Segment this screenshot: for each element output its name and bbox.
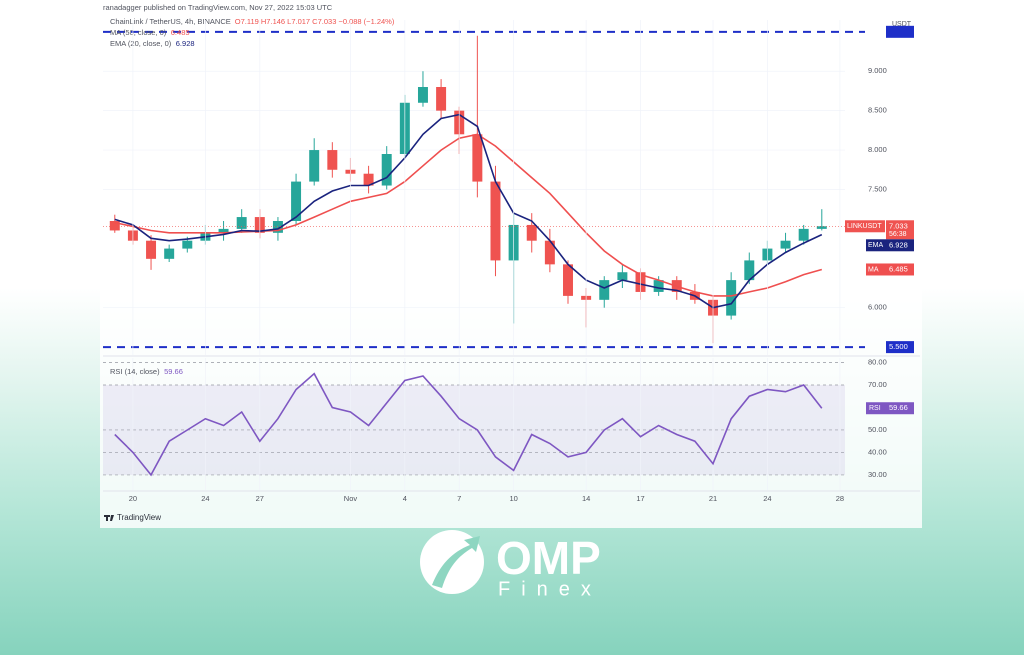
y-tick-label: 40.00 bbox=[868, 447, 887, 456]
level-box bbox=[886, 341, 914, 354]
legend-name: MA (50, close, 0) bbox=[110, 28, 167, 37]
candle-body bbox=[436, 87, 447, 111]
series-line bbox=[114, 113, 823, 309]
candle-body bbox=[236, 217, 247, 229]
brand-name: OMP bbox=[496, 532, 601, 584]
unit-label: USDT bbox=[892, 21, 912, 28]
series-tag-box bbox=[866, 239, 886, 252]
y-tick-label: 7.500 bbox=[868, 184, 887, 193]
y-tick-label: 9.000 bbox=[868, 66, 887, 75]
y-tick-label: 70.00 bbox=[868, 380, 887, 389]
series-tag: MA bbox=[868, 266, 879, 273]
candle-body bbox=[653, 280, 664, 292]
x-tick-label: 27 bbox=[256, 494, 264, 503]
rsi-tag: RSI bbox=[869, 405, 881, 412]
candle-body bbox=[617, 272, 628, 281]
legend-title: RSI (14, close) bbox=[110, 367, 160, 376]
candle-body bbox=[272, 221, 283, 233]
level-label: 5.500 bbox=[889, 342, 908, 351]
tradingview-logo: TradingView bbox=[104, 513, 161, 522]
legend-title: ChainLink / TetherUS, 4h, BINANCE bbox=[110, 17, 231, 26]
y-tick-label: 8.500 bbox=[868, 106, 887, 115]
series-value-box bbox=[886, 263, 914, 276]
legend-value: 59.66 bbox=[164, 367, 183, 376]
price-label: 7.033 bbox=[889, 221, 908, 230]
x-tick-label: 20 bbox=[129, 494, 137, 503]
candle-body bbox=[544, 240, 555, 265]
x-tick-label: 17 bbox=[636, 494, 644, 503]
brand-sub: Finex bbox=[498, 578, 602, 600]
candle-body bbox=[417, 87, 428, 103]
candle-body bbox=[472, 134, 483, 182]
candle-body bbox=[744, 260, 755, 281]
x-tick-label: 4 bbox=[403, 494, 407, 503]
published-note: ranadagger published on TradingView.com,… bbox=[103, 3, 333, 12]
x-tick-label: 24 bbox=[201, 494, 209, 503]
x-tick-label: 10 bbox=[509, 494, 517, 503]
symbol-tag: LINKUSDT bbox=[847, 223, 882, 230]
series-tag-box bbox=[866, 263, 886, 276]
candle-body bbox=[526, 224, 537, 241]
series-value: 6.485 bbox=[889, 264, 908, 273]
rsi-value: 59.66 bbox=[889, 403, 908, 412]
y-tick-label: 6.000 bbox=[868, 303, 887, 312]
candle-body bbox=[164, 248, 175, 259]
candle-body bbox=[816, 226, 827, 229]
series-value: 6.928 bbox=[889, 240, 908, 249]
candle-body bbox=[726, 280, 737, 316]
candle-body bbox=[798, 228, 809, 241]
omp-logo: OMP Finex bbox=[420, 530, 602, 600]
candle-body bbox=[563, 264, 573, 296]
x-tick-label: 7 bbox=[457, 494, 461, 503]
countdown: 56:38 bbox=[889, 231, 907, 238]
level-box bbox=[886, 25, 914, 38]
candle-body bbox=[599, 280, 610, 300]
y-tick-label: 8.000 bbox=[868, 145, 887, 154]
candle-body bbox=[309, 150, 320, 182]
x-tick-label: Nov bbox=[344, 494, 358, 503]
rsi-tag-box bbox=[866, 402, 914, 415]
series-value-box bbox=[886, 239, 914, 252]
candle-body bbox=[218, 228, 229, 233]
candle-body bbox=[780, 240, 791, 249]
logo-mark bbox=[432, 536, 480, 588]
tv-icon bbox=[104, 515, 114, 521]
legend-value: 6.928 bbox=[176, 39, 195, 48]
x-tick-label: 21 bbox=[709, 494, 717, 503]
candle-body bbox=[182, 240, 193, 249]
candle-body bbox=[363, 173, 374, 186]
candle-body bbox=[490, 181, 501, 261]
x-tick-label: 28 bbox=[836, 494, 844, 503]
candle-body bbox=[291, 181, 302, 221]
x-tick-label: 14 bbox=[582, 494, 590, 503]
legend-ohlc: O7.119 H7.146 L7.017 C7.033 −0.088 (−1.2… bbox=[235, 17, 395, 26]
y-tick-label: 80.00 bbox=[868, 357, 887, 366]
candle-body bbox=[109, 221, 120, 231]
tv-wordmark: TradingView bbox=[117, 513, 161, 522]
legend-value: 6.485 bbox=[171, 28, 190, 37]
series-tag: EMA bbox=[868, 242, 884, 249]
candle-body bbox=[327, 150, 338, 170]
candle-body bbox=[381, 154, 392, 186]
x-tick-label: 24 bbox=[763, 494, 771, 503]
y-tick-label: 50.00 bbox=[868, 425, 887, 434]
symbol-box bbox=[845, 220, 885, 233]
candle-body bbox=[146, 240, 157, 259]
price-box bbox=[886, 220, 914, 240]
series-line bbox=[114, 372, 823, 477]
y-tick-label: 30.00 bbox=[868, 470, 887, 479]
chart-panel bbox=[100, 0, 922, 528]
legend-name: EMA (20, close, 0) bbox=[110, 39, 172, 48]
